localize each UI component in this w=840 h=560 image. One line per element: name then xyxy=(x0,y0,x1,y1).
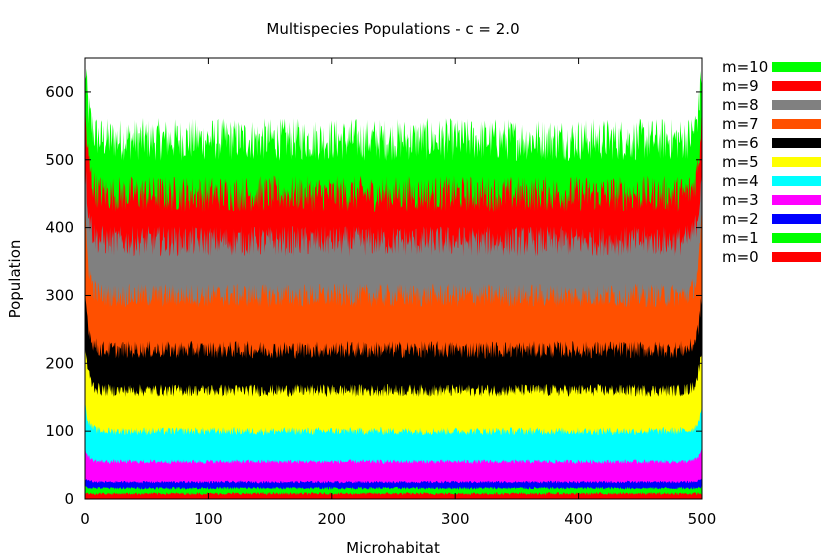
legend-swatch-m-9 xyxy=(772,81,821,91)
y-tick-label: 500 xyxy=(45,151,74,169)
x-axis-label: Microhabitat xyxy=(346,539,440,557)
legend-swatch-m-0 xyxy=(772,252,821,262)
chart-title: Multispecies Populations - c = 2.0 xyxy=(266,20,519,38)
legend-swatch-m-5 xyxy=(772,157,821,167)
legend-label-m-4: m=4 xyxy=(722,172,759,190)
legend-label-m-8: m=8 xyxy=(722,96,759,114)
x-tick-label: 400 xyxy=(564,510,593,528)
y-tick-label: 300 xyxy=(45,286,74,304)
legend-label-m-1: m=1 xyxy=(722,229,759,247)
legend-swatch-m-8 xyxy=(772,100,821,110)
legend-label-m-3: m=3 xyxy=(722,191,759,209)
area-m-0 xyxy=(85,492,702,499)
legend-label-m-6: m=6 xyxy=(722,134,759,152)
x-tick-label: 200 xyxy=(317,510,346,528)
legend-swatch-m-6 xyxy=(772,138,821,148)
x-tick-label: 500 xyxy=(688,510,717,528)
x-tick-label: 300 xyxy=(441,510,470,528)
y-tick-label: 0 xyxy=(64,490,74,508)
legend: m=10m=9m=8m=7m=6m=5m=4m=3m=2m=1m=0 xyxy=(722,58,821,266)
y-axis-ticks: 0 100 200 300 400 500 600 xyxy=(45,83,702,508)
legend-label-m-5: m=5 xyxy=(722,153,759,171)
legend-swatch-m-7 xyxy=(772,119,821,129)
legend-label-m-0: m=0 xyxy=(722,248,759,266)
legend-swatch-m-2 xyxy=(772,214,821,224)
legend-label-m-2: m=2 xyxy=(722,210,759,228)
legend-label-m-7: m=7 xyxy=(722,115,759,133)
x-axis-ticks: 0 100 200 300 400 500 xyxy=(80,58,716,528)
plot-frame xyxy=(84,57,703,500)
y-tick-label: 400 xyxy=(45,219,74,237)
stacked-areas xyxy=(85,58,702,500)
y-axis-label: Population xyxy=(6,240,24,319)
legend-swatch-m-3 xyxy=(772,195,821,205)
legend-label-m-9: m=9 xyxy=(722,77,759,95)
x-tick-label: 0 xyxy=(80,510,90,528)
y-tick-label: 600 xyxy=(45,83,74,101)
y-tick-label: 200 xyxy=(45,354,74,372)
x-tick-label: 100 xyxy=(194,510,223,528)
y-tick-label: 100 xyxy=(45,422,74,440)
legend-swatch-m-10 xyxy=(772,62,821,72)
legend-swatch-m-1 xyxy=(772,233,821,243)
legend-swatch-m-4 xyxy=(772,176,821,186)
legend-label-m-10: m=10 xyxy=(722,58,768,76)
